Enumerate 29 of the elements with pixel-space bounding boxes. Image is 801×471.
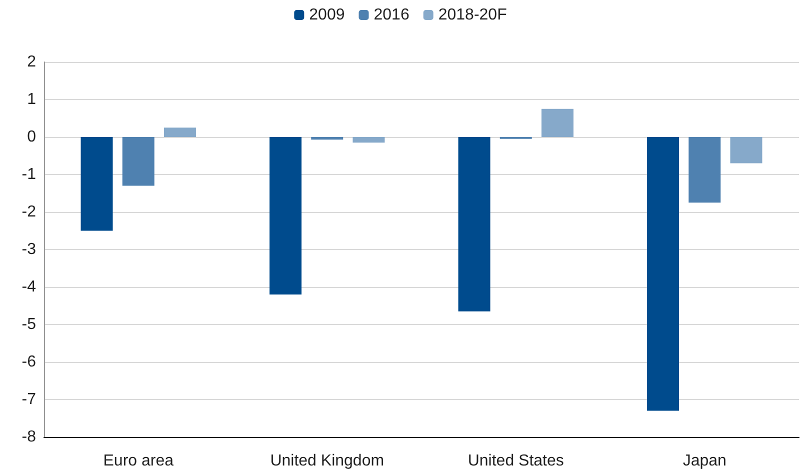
bar [270, 137, 302, 294]
y-tick-label: 2 [27, 54, 36, 70]
y-tick-label: 0 [27, 128, 36, 146]
y-tick-label: 1 [27, 91, 36, 108]
y-tick-label: -5 [22, 316, 36, 333]
x-tick-label: United States [468, 452, 564, 470]
bar [730, 137, 762, 164]
y-tick-label: -1 [22, 166, 36, 183]
legend-label: 2009 [309, 6, 345, 24]
legend-label: 2016 [374, 6, 410, 24]
bar [164, 128, 196, 137]
y-tick-label: -2 [22, 204, 36, 220]
bar [688, 137, 721, 203]
x-tick-label: Euro area [103, 452, 174, 470]
x-tick-label: Japan [682, 452, 726, 470]
x-tick-label: United Kingdom [270, 452, 384, 470]
bar [541, 108, 574, 137]
y-tick-label: -6 [22, 354, 36, 370]
bar [80, 137, 113, 231]
bar [647, 137, 680, 411]
bar [458, 137, 490, 312]
y-tick-label: -8 [22, 428, 36, 446]
bar [352, 137, 385, 143]
legend-label: 2018-20F [438, 6, 508, 24]
y-tick-label: -3 [22, 241, 36, 258]
y-tick-label: -4 [22, 278, 36, 296]
bar [311, 137, 344, 140]
bar [122, 137, 154, 186]
y-tick-label: -7 [22, 391, 36, 408]
